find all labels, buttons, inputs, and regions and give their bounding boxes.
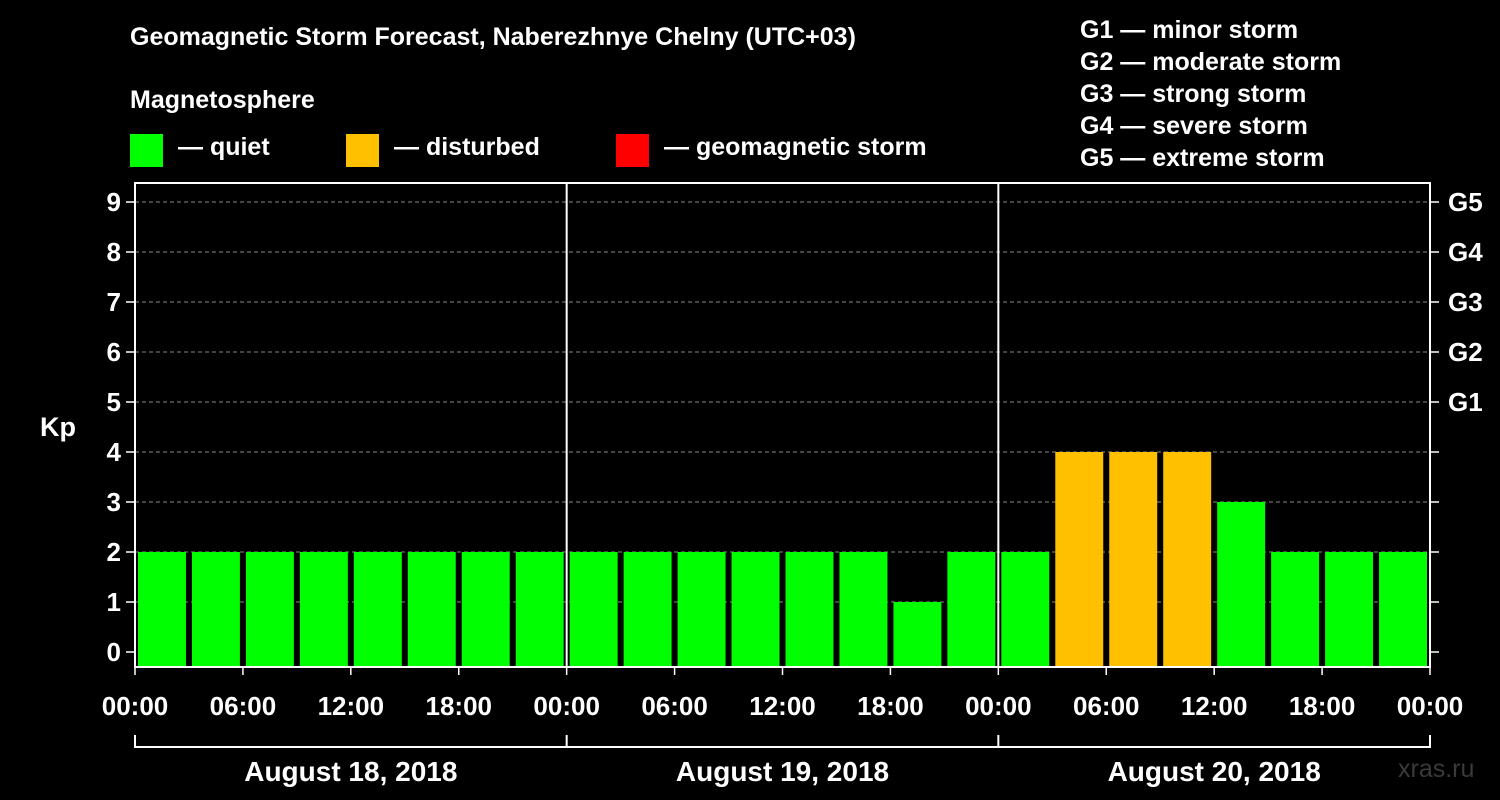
day-label: August 18, 2018 [244,756,457,787]
x-tick-label: 06:00 [1073,691,1140,721]
day-label: August 19, 2018 [676,756,889,787]
bar [731,552,780,667]
x-tick-label: 00:00 [1397,691,1464,721]
y-tick-label: 3 [107,487,121,517]
y-tick-label: 6 [107,337,121,367]
bar [893,602,942,667]
y-tick-label: 7 [107,287,121,317]
bar [1271,552,1320,667]
day-label: August 20, 2018 [1108,756,1321,787]
bar [461,552,510,667]
x-tick-label: 12:00 [318,691,385,721]
x-tick-label: 18:00 [426,691,493,721]
bar [677,552,726,667]
bar [1001,552,1050,667]
source-credit: xras.ru [1398,755,1475,783]
bar [839,552,888,667]
x-tick-label: 00:00 [965,691,1032,721]
x-tick-label: 06:00 [210,691,277,721]
y-tick-label: 2 [107,537,121,567]
storm-scale-g5: G5 — extreme storm [1080,144,1325,172]
bar [947,552,996,667]
legend-label-disturbed: — disturbed [394,133,540,161]
storm-scale-g4: G4 — severe storm [1080,112,1308,140]
bar [515,552,564,667]
g-level-label: G4 [1448,237,1483,267]
y-tick-label: 0 [107,637,121,667]
y-tick-label: 8 [107,237,121,267]
bar [1217,502,1266,667]
bar [1109,452,1158,667]
x-tick-label: 12:00 [1181,691,1248,721]
bar [299,552,348,667]
y-tick-label: 1 [107,587,121,617]
g-level-label: G3 [1448,287,1483,317]
bar [1379,552,1427,667]
x-tick-label: 18:00 [857,691,924,721]
storm-scale-g2: G2 — moderate storm [1080,48,1342,76]
legend-label-quiet: — quiet [178,133,270,161]
bar [1325,552,1374,667]
bar [353,552,402,667]
bar [1055,452,1104,667]
legend-swatch-disturbed [346,134,379,167]
x-tick-label: 06:00 [641,691,708,721]
bar [569,552,618,667]
y-tick-label: 4 [107,437,122,467]
x-tick-label: 00:00 [533,691,600,721]
bar [1163,452,1212,667]
storm-scale-legend: G1 — minor storm G2 — moderate storm G3 … [1080,14,1341,174]
storm-scale-g3: G3 — strong storm [1080,80,1307,108]
g-level-label: G2 [1448,337,1483,367]
bar [191,552,240,667]
chart-title: Geomagnetic Storm Forecast, Naberezhnye … [130,23,856,51]
x-tick-label: 18:00 [1289,691,1356,721]
legend-heading: Magnetosphere [130,86,315,114]
y-axis-label: Kp [40,412,76,442]
bar [623,552,672,667]
legend-swatch-storm [616,134,649,167]
bar [245,552,294,667]
x-tick-label: 00:00 [102,691,169,721]
legend-swatch-quiet [130,134,163,167]
y-tick-label: 9 [107,187,121,217]
bar [407,552,456,667]
storm-scale-g1: G1 — minor storm [1080,16,1299,44]
y-tick-label: 5 [107,387,121,417]
x-tick-label: 12:00 [749,691,816,721]
bar [785,552,834,667]
legend-label-storm: — geomagnetic storm [664,133,927,161]
bar [138,552,186,667]
g-level-label: G5 [1448,187,1483,217]
g-level-label: G1 [1448,387,1483,417]
